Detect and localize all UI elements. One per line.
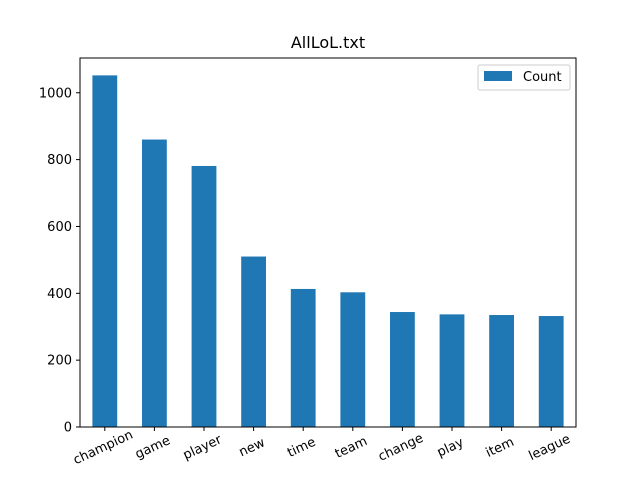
- y-tick-label: 0: [64, 421, 72, 436]
- x-tick-label-champion: champion: [71, 427, 135, 468]
- bar-change: [390, 312, 415, 427]
- bar-new: [241, 256, 266, 427]
- y-tick-label: 400: [47, 287, 72, 302]
- y-tick-label: 200: [47, 354, 72, 369]
- y-tick-label: 600: [47, 220, 72, 235]
- bar-league: [538, 316, 564, 427]
- bar-time: [290, 288, 316, 427]
- bar-player: [191, 165, 217, 428]
- bars-group: [92, 75, 564, 428]
- legend: Count: [477, 64, 571, 91]
- x-tick-label-game: game: [133, 433, 173, 462]
- x-tick-label-change: change: [376, 431, 426, 465]
- x-tick-label-play: play: [435, 435, 467, 460]
- bar-team: [340, 292, 366, 427]
- bar-play: [439, 314, 465, 427]
- bar-item: [489, 315, 514, 427]
- y-tick-label: 800: [47, 153, 72, 168]
- x-tick-label-new: new: [237, 435, 268, 460]
- bar-game: [142, 139, 167, 427]
- x-tick-label-item: item: [484, 435, 517, 461]
- bar-champion: [92, 75, 118, 427]
- legend-swatch: [484, 71, 512, 81]
- plot-frame: [79, 57, 577, 428]
- x-tick-label-league: league: [527, 432, 573, 464]
- y-tick-label: 1000: [39, 86, 72, 101]
- legend-label: Count: [523, 70, 562, 85]
- x-tick-label-player: player: [181, 432, 225, 463]
- x-tick-label-team: team: [333, 434, 370, 462]
- chart-title: AllLoL.txt: [291, 33, 365, 52]
- x-tick-label-time: time: [285, 435, 318, 461]
